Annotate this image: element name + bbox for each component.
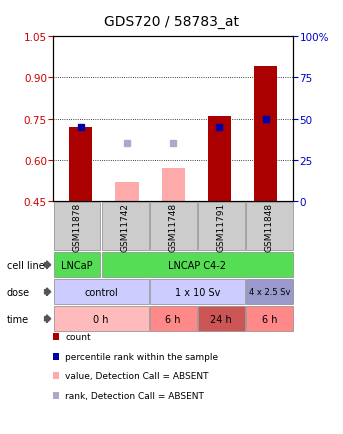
Text: cell line: cell line [7,260,45,270]
Text: GSM11878: GSM11878 [73,202,82,251]
Bar [162,169,185,202]
Text: GSM11748: GSM11748 [169,202,178,251]
Text: dose: dose [7,287,30,297]
Text: value, Detection Call = ABSENT: value, Detection Call = ABSENT [65,372,209,380]
Text: 4 x 2.5 Sv: 4 x 2.5 Sv [249,288,290,296]
Text: count: count [65,332,91,341]
Text: rank, Detection Call = ABSENT: rank, Detection Call = ABSENT [65,391,204,400]
Text: 0 h: 0 h [93,314,109,324]
Bar [254,67,277,202]
Text: percentile rank within the sample: percentile rank within the sample [65,352,218,361]
Text: LNCAP C4-2: LNCAP C4-2 [168,260,226,270]
Text: 6 h: 6 h [261,314,277,324]
Bar [69,128,92,202]
Text: LNCaP: LNCaP [61,260,93,270]
Text: GSM11848: GSM11848 [265,202,274,251]
Text: 1 x 10 Sv: 1 x 10 Sv [175,287,220,297]
Bar [116,183,139,202]
Text: 6 h: 6 h [165,314,181,324]
Text: 24 h: 24 h [210,314,232,324]
Text: time: time [7,314,29,324]
Bar [208,117,231,202]
Text: GSM11791: GSM11791 [217,202,226,251]
Text: GSM11742: GSM11742 [121,202,130,251]
Text: GDS720 / 58783_at: GDS720 / 58783_at [104,15,239,29]
Text: control: control [84,287,118,297]
